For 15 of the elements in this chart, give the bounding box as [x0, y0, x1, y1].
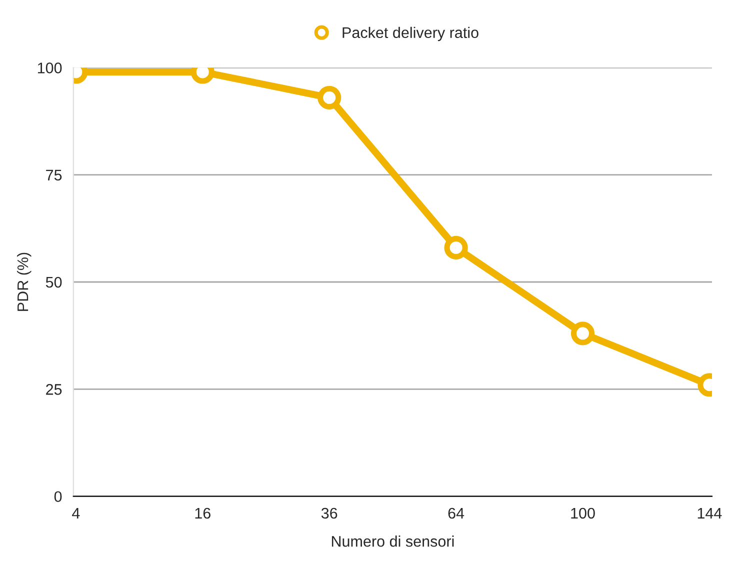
- x-tick-label: 64: [448, 508, 464, 519]
- y-tick-label: 0: [54, 491, 62, 502]
- point: [444, 236, 468, 260]
- y-axis-title: PDR (%): [17, 252, 32, 311]
- y-tick-label: 75: [46, 170, 62, 181]
- legend-label: Packet delivery ratio: [342, 26, 478, 42]
- y-tick-label: 25: [46, 384, 62, 395]
- y-tick-label: 100: [38, 62, 62, 74]
- x-tick-label: 36: [321, 508, 338, 519]
- x-tick-label: 4: [72, 508, 80, 519]
- x-axis-title: Numero di sensori: [332, 536, 454, 547]
- y-tick-label: 50: [46, 276, 62, 288]
- x-tick-label: 16: [195, 508, 210, 519]
- x-tick-label: 144: [698, 508, 722, 519]
- x-tick-label: 100: [571, 508, 595, 519]
